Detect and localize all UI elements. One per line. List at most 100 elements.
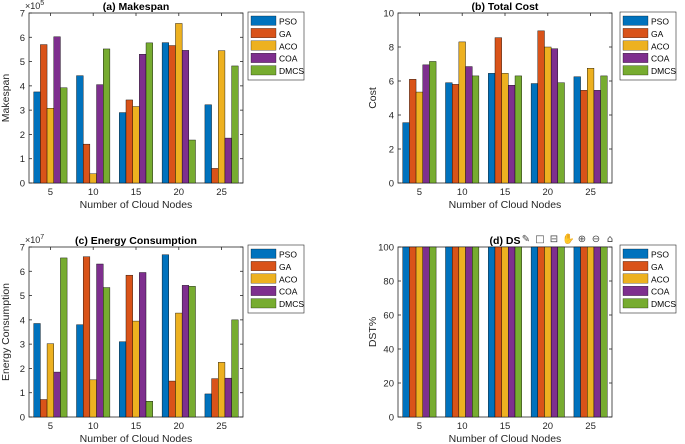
- bar-pso-10: [445, 246, 453, 418]
- y-axis-label: Energy Consumption: [0, 283, 12, 381]
- bar-aco-25: [587, 68, 595, 184]
- bar-ga-10: [82, 256, 91, 418]
- y-tick-label: 20: [383, 379, 394, 390]
- bar-dmcs-10: [103, 287, 111, 418]
- legend-label-coa: COA: [279, 54, 298, 64]
- legend: PSO GA ACO COA DMCS: [247, 244, 304, 314]
- bar-dmcs-15: [145, 401, 153, 418]
- bar-aco-15: [501, 73, 509, 184]
- y-tick-label: 10: [383, 9, 394, 20]
- bar-coa-5: [53, 36, 61, 184]
- legend-swatch-pso: [622, 15, 649, 26]
- x-tick-label: 15: [131, 187, 142, 198]
- bar-coa-25: [593, 246, 601, 418]
- bar-ga-5: [40, 44, 48, 184]
- data-cursor-icon[interactable]: ⊟: [549, 234, 559, 245]
- bar-ga-20: [168, 380, 176, 418]
- legend-swatch-coa: [250, 53, 277, 63]
- bar-aco-20: [544, 246, 552, 418]
- y-tick-label: 7: [20, 9, 25, 20]
- bar-coa-10: [96, 263, 104, 418]
- x-tick-label: 15: [131, 421, 142, 432]
- bar-pso-15: [119, 341, 127, 418]
- bar-pso-20: [161, 254, 169, 418]
- chart-title: (d) DS: [490, 235, 521, 247]
- bar-ga-20: [537, 30, 545, 184]
- bar-dmcs-10: [472, 246, 480, 418]
- bar-ga-25: [580, 90, 588, 184]
- y-tick-label: 5: [20, 291, 25, 302]
- chart-panel-1: 0 1 2 3 4 5 6 7 5 10 15 20 25 (a) Makespan Number of C…: [0, 0, 304, 211]
- legend-label-dmcs: DMCS: [651, 299, 676, 309]
- y-tick-label: 1: [20, 154, 25, 165]
- x-tick-label: 20: [543, 421, 554, 432]
- brush-icon[interactable]: ✎: [521, 234, 531, 245]
- y-tick-label: 2: [20, 364, 25, 375]
- y-tick-label: 4: [389, 111, 394, 122]
- y-tick-label: 6: [20, 267, 25, 278]
- bar-coa-10: [96, 84, 104, 184]
- y-exponent-power: 7: [40, 234, 44, 241]
- bar-aco-15: [501, 246, 509, 418]
- bar-pso-5: [33, 91, 41, 184]
- legend: PSO GA ACO COA DMCS: [619, 11, 676, 81]
- legend-swatch-aco: [622, 40, 649, 51]
- bar-aco-10: [89, 173, 97, 184]
- bar-dmcs-20: [557, 246, 565, 418]
- y-tick-label: 60: [383, 311, 394, 322]
- home-icon[interactable]: ⌂: [606, 234, 614, 245]
- zoom-in-icon[interactable]: ⊕: [577, 234, 587, 245]
- bar-dmcs-15: [514, 75, 522, 184]
- x-tick-label: 10: [457, 187, 468, 198]
- legend-swatch-aco: [622, 273, 649, 284]
- y-tick-label: 0: [389, 413, 394, 424]
- datatip-icon[interactable]: □: [535, 234, 545, 245]
- legend-swatch-ga: [250, 28, 277, 38]
- chart-title: (c) Energy Consumption: [75, 235, 197, 247]
- bar-dmcs-20: [557, 82, 565, 184]
- chart-panel-2: 0 2 4 6 8 10 5 10 15 20 25 (b) Total Cost Number of …: [367, 1, 676, 211]
- x-axis-label: Number of Cloud Nodes: [449, 199, 562, 211]
- x-tick-label: 15: [500, 421, 511, 432]
- legend-swatch-aco: [250, 273, 277, 284]
- bar-pso-25: [573, 246, 581, 418]
- bar-aco-20: [175, 312, 183, 418]
- bar-aco-5: [415, 246, 423, 418]
- y-tick-label: 100: [378, 243, 394, 254]
- bar-pso-20: [530, 83, 538, 184]
- bar-dmcs-5: [60, 87, 68, 184]
- bar-pso-5: [33, 323, 41, 418]
- bar-aco-10: [458, 246, 466, 418]
- bar-ga-25: [211, 168, 219, 184]
- y-exponent-label: ×105: [25, 0, 44, 11]
- x-tick-label: 25: [216, 421, 227, 432]
- bar-dmcs-25: [600, 246, 608, 418]
- pan-icon[interactable]: ✋: [562, 234, 575, 245]
- legend-label-pso: PSO: [279, 17, 297, 27]
- bar-dmcs-25: [231, 65, 239, 184]
- bar-aco-5: [415, 91, 423, 184]
- bar-ga-5: [409, 246, 417, 418]
- x-tick-label: 20: [543, 187, 554, 198]
- bar-ga-15: [494, 37, 502, 184]
- bar-coa-20: [550, 246, 559, 418]
- bar-dmcs-15: [145, 42, 153, 184]
- zoom-out-icon[interactable]: ⊖: [591, 234, 601, 245]
- y-tick-label: 6: [389, 77, 394, 88]
- x-tick-label: 15: [500, 187, 511, 198]
- bar-aco-10: [89, 379, 97, 418]
- bar-coa-20: [181, 285, 190, 418]
- x-tick-label: 10: [88, 421, 99, 432]
- x-tick-label: 5: [48, 421, 53, 432]
- bar-pso-15: [119, 112, 127, 184]
- y-tick-label: 0: [20, 413, 25, 424]
- bar-pso-20: [530, 246, 538, 418]
- y-tick-label: 1: [20, 388, 25, 399]
- bar-pso-10: [445, 82, 453, 184]
- y-tick-label: 40: [383, 345, 394, 356]
- bar-coa-10: [465, 66, 473, 184]
- legend-swatch-coa: [250, 286, 277, 296]
- legend-label-aco: ACO: [651, 274, 670, 284]
- bar-dmcs-10: [472, 75, 480, 184]
